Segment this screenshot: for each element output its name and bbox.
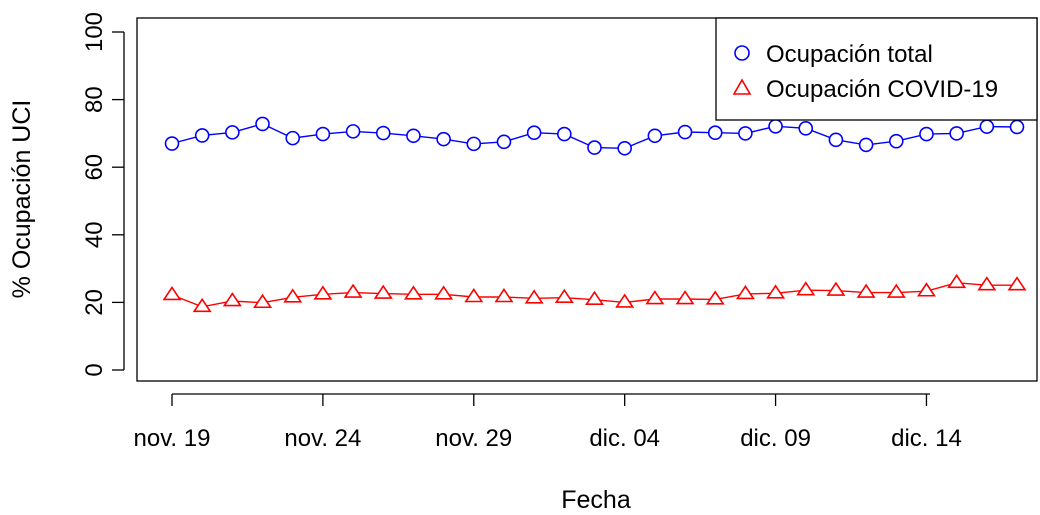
x-axis: nov. 19 nov. 24 nov. 29 dic. 04 dic. 09 dic. … (134, 393, 962, 452)
x-tick-label: dic. 04 (589, 425, 660, 452)
data-point (194, 128, 210, 143)
series-layer (162, 116, 1027, 313)
data-point (255, 116, 270, 132)
plot-border (136, 17, 1038, 382)
data-point (222, 292, 242, 307)
data-point (162, 286, 182, 301)
data-point (858, 137, 874, 153)
y-tick-label: 20 (81, 289, 108, 316)
data-point (1007, 276, 1027, 291)
data-point (647, 128, 663, 144)
legend-label-total: Ocupación total (766, 41, 933, 68)
data-point (403, 285, 423, 300)
legend-marker-total (734, 45, 750, 61)
x-tick-label: nov. 29 (435, 425, 512, 452)
data-point (192, 297, 212, 313)
data-point (615, 293, 635, 308)
data-point (768, 119, 783, 134)
data-point (886, 283, 906, 298)
y-tick-label: 40 (81, 221, 108, 248)
data-point (494, 288, 514, 303)
data-point (919, 126, 934, 142)
data-point (253, 293, 273, 309)
y-tick-label: 100 (81, 12, 108, 52)
data-point (373, 284, 393, 299)
legend: Ocupación total Ocupación COVID-19 (715, 17, 1038, 121)
data-point (283, 288, 303, 303)
x-axis-label: Fecha (561, 486, 631, 514)
data-point (375, 125, 391, 141)
x-tick-label: nov. 24 (284, 425, 361, 452)
x-tick-label: dic. 09 (740, 425, 811, 452)
data-point (557, 126, 572, 142)
y-tick-label: 60 (81, 154, 108, 181)
data-point (738, 126, 753, 141)
data-point (735, 285, 755, 300)
data-point (225, 125, 240, 140)
data-point (313, 285, 333, 300)
series-total (164, 116, 1025, 156)
data-point (916, 282, 936, 297)
y-tick-label: 80 (81, 86, 108, 113)
data-point (345, 124, 361, 139)
series-covid (162, 273, 1027, 313)
data-point (436, 131, 451, 147)
data-point (343, 283, 363, 298)
x-tick-label: dic. 14 (891, 425, 962, 452)
x-tick-label: nov. 19 (134, 425, 211, 452)
data-point (464, 288, 484, 303)
data-point (798, 121, 814, 136)
plot-frame (136, 17, 1038, 382)
legend-box (715, 17, 1038, 121)
data-point (587, 140, 602, 155)
data-point (1009, 119, 1025, 135)
data-point (617, 140, 632, 156)
data-point (828, 132, 844, 148)
data-point (554, 288, 574, 303)
data-point (526, 125, 542, 141)
data-point (466, 136, 482, 152)
y-axis: 0 20 40 60 80 100 (81, 12, 125, 377)
data-point (406, 128, 421, 144)
data-point (315, 126, 331, 142)
data-point (826, 281, 846, 296)
y-tick-label: 0 (81, 363, 108, 376)
data-point (285, 130, 301, 146)
data-point (707, 125, 723, 141)
data-point (947, 273, 967, 289)
data-point (677, 124, 693, 140)
legend-label-covid: Ocupación COVID-19 (766, 76, 998, 103)
data-point (524, 289, 544, 304)
legend-marker-covid (732, 78, 752, 95)
data-point (434, 285, 454, 300)
data-point (856, 283, 876, 298)
data-point (675, 290, 695, 305)
data-point (979, 119, 995, 134)
data-point (164, 136, 180, 151)
y-axis-label: % Ocupación UCI (8, 100, 36, 299)
data-point (796, 281, 816, 296)
data-point (766, 284, 786, 299)
data-point (645, 290, 665, 305)
data-point (949, 126, 964, 141)
data-point (585, 290, 604, 305)
data-point (496, 134, 512, 150)
data-point (977, 276, 997, 291)
data-point (888, 133, 904, 149)
data-point (705, 290, 725, 305)
